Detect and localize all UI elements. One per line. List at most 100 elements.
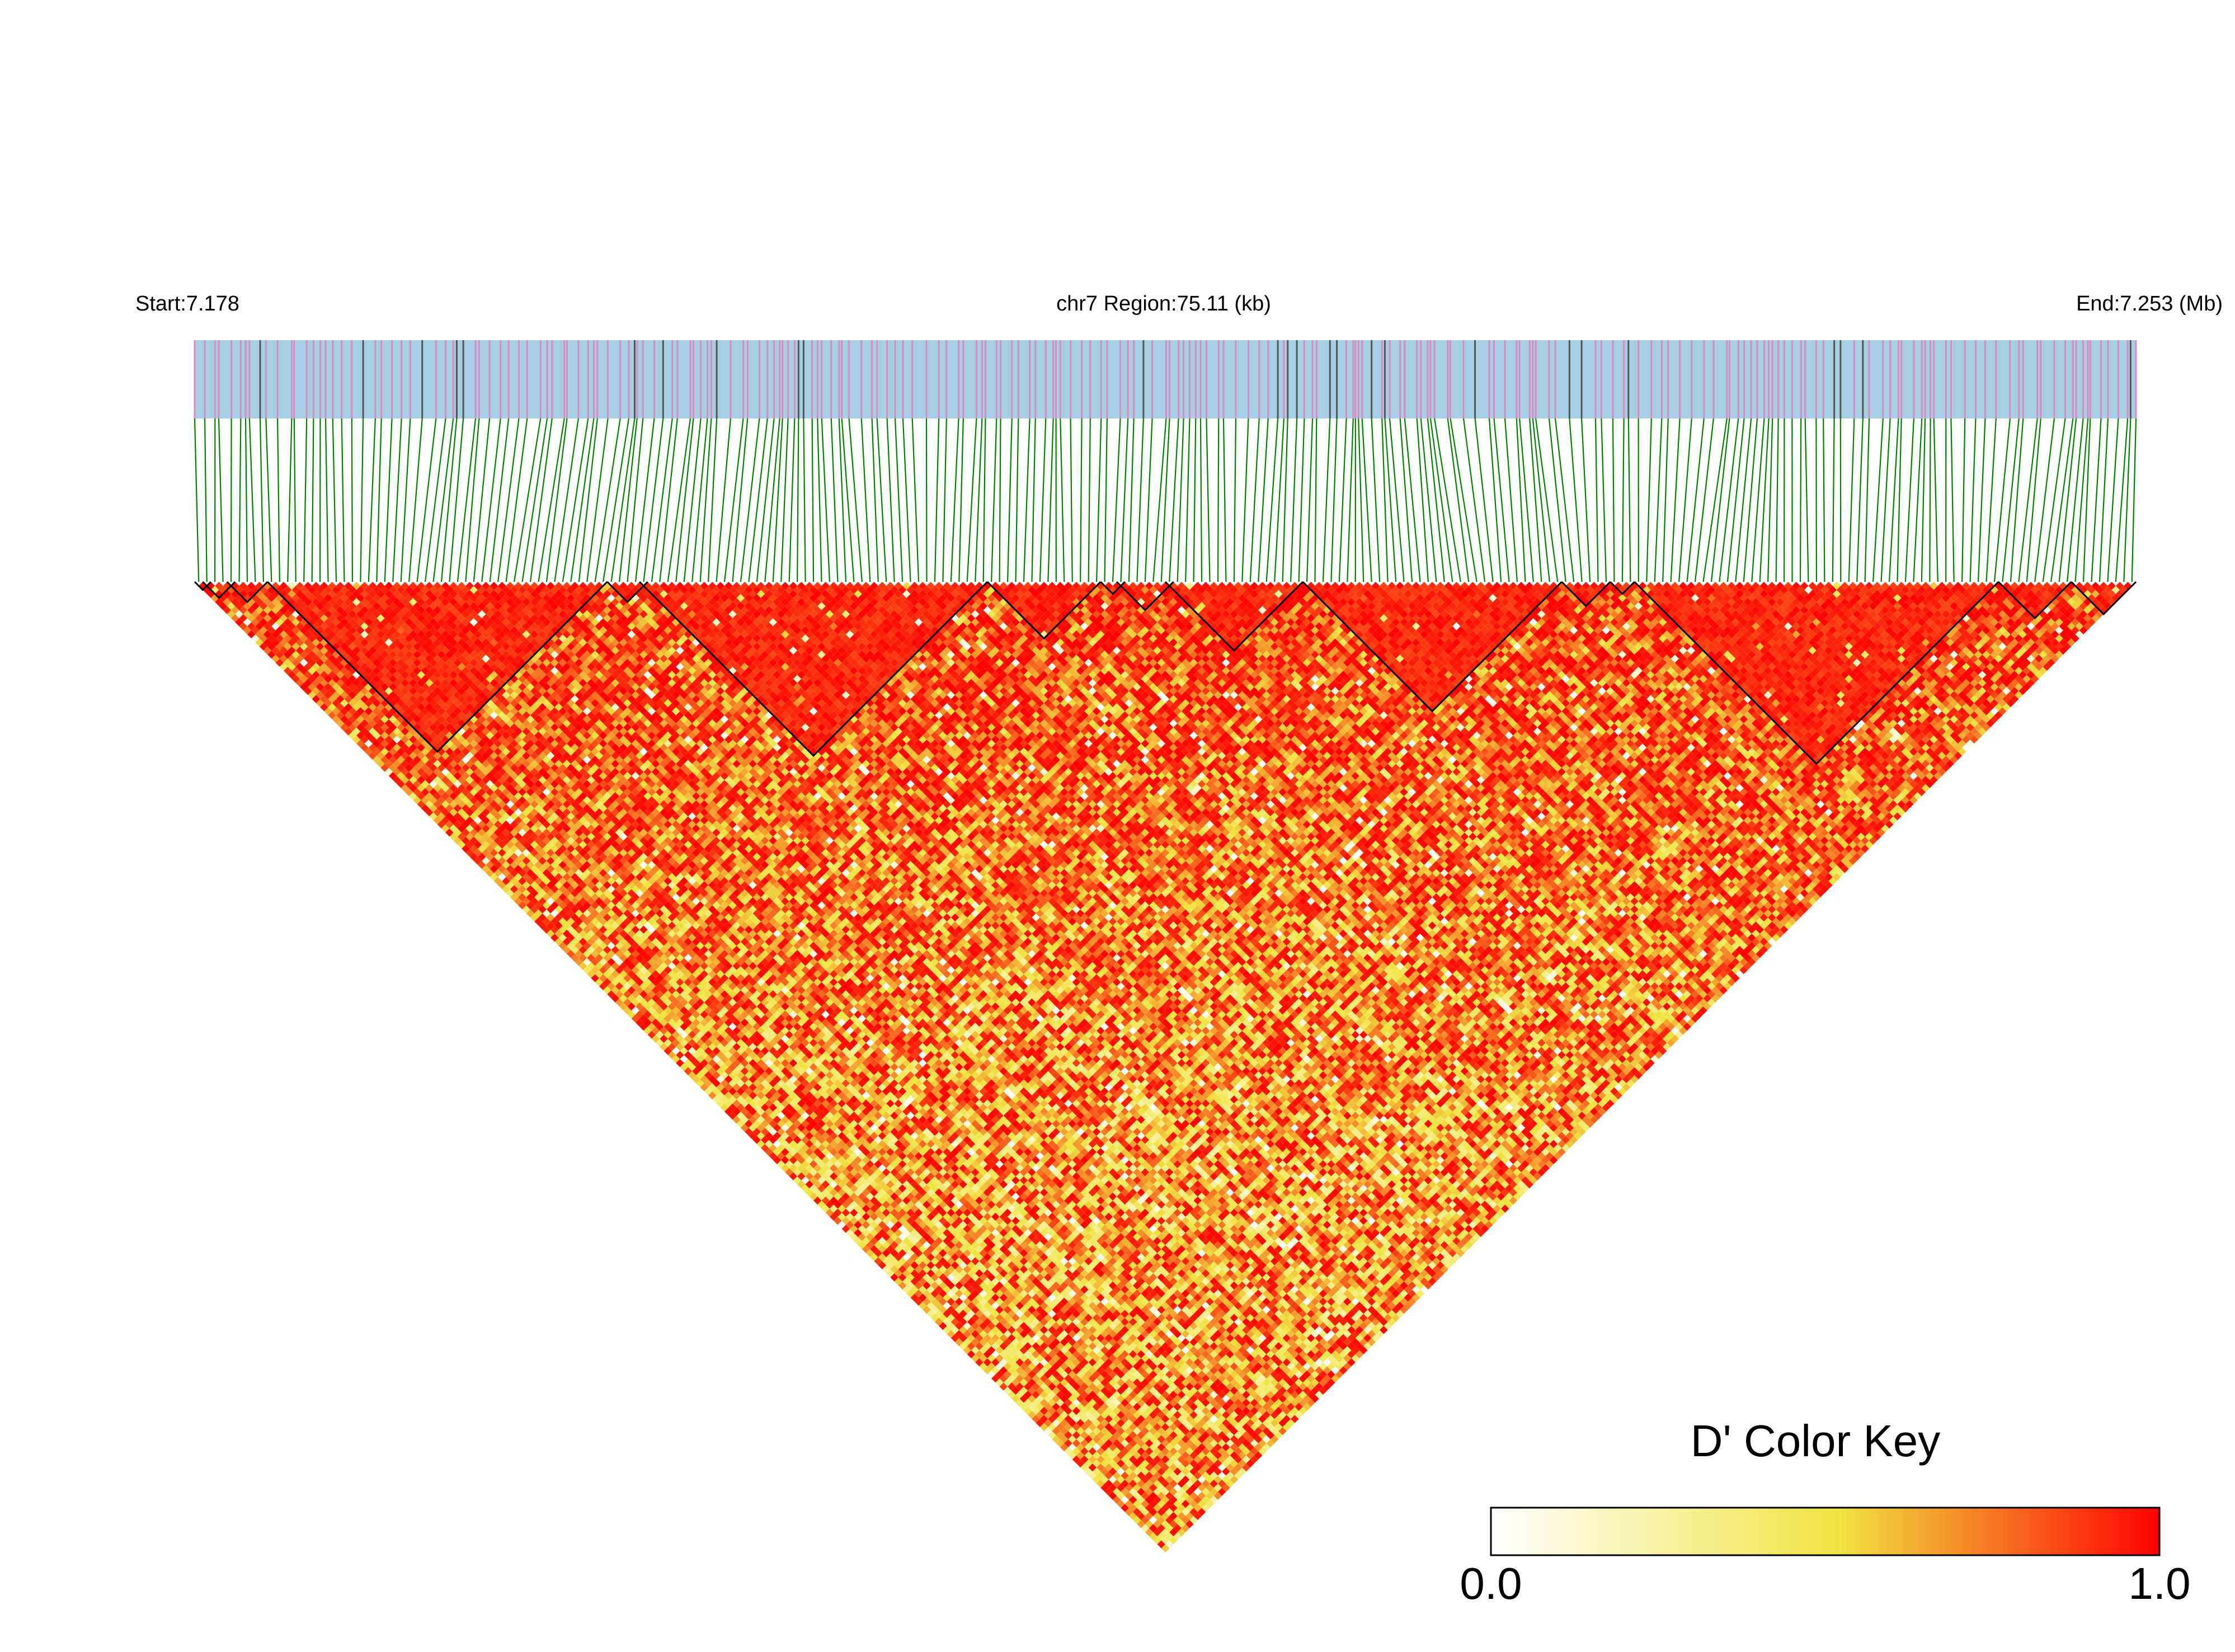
- snp-connector: [877, 418, 887, 582]
- snp-connector: [401, 418, 411, 582]
- snp-connector: [895, 418, 902, 582]
- snp-connector: [984, 418, 986, 582]
- snp-connector: [266, 418, 271, 582]
- snp-connector: [1889, 418, 1898, 582]
- snp-connector: [692, 418, 707, 582]
- snp-connector: [1849, 418, 1855, 582]
- snp-connector: [1000, 418, 1001, 582]
- snp-connector: [1833, 418, 1834, 582]
- snp-connector: [951, 418, 959, 582]
- snp-connector: [482, 418, 500, 582]
- snp-connector: [250, 418, 256, 582]
- snp-connector: [636, 418, 654, 582]
- snp-connector: [1080, 418, 1081, 582]
- snp-connector: [789, 418, 795, 582]
- snp-connector: [2100, 418, 2108, 582]
- snp-connector: [822, 418, 830, 582]
- snp-connector: [1922, 418, 1925, 582]
- snp-connector: [1113, 418, 1121, 582]
- snp-connectors: [195, 418, 2136, 582]
- snp-connector: [862, 418, 870, 582]
- snp-connector: [1224, 418, 1226, 582]
- snp-connector: [1024, 418, 1030, 582]
- snp-connector: [611, 418, 635, 582]
- snp-connector: [1865, 418, 1869, 582]
- snp-connector: [1161, 418, 1170, 582]
- snp-connector: [246, 418, 247, 582]
- snp-connector: [1987, 418, 1996, 582]
- snp-connector: [1153, 418, 1166, 582]
- snp-connector: [1655, 418, 1662, 582]
- snp-connector: [1315, 418, 1316, 582]
- snp-connector: [498, 418, 519, 582]
- snp-connector: [812, 418, 813, 582]
- snp-connector: [1299, 418, 1305, 582]
- snp-connector: [849, 418, 862, 582]
- snp-connector: [1601, 418, 1606, 582]
- snp-connector: [781, 418, 788, 582]
- snp-connector: [304, 418, 307, 582]
- snp-connector: [903, 418, 911, 582]
- snp-connector: [803, 418, 805, 582]
- snp-connector: [1475, 418, 1493, 582]
- snp-connector: [393, 418, 401, 582]
- snp-connector: [1549, 418, 1566, 582]
- snp-connector: [1283, 418, 1288, 582]
- snp-connector: [231, 418, 232, 582]
- snp-connector: [1744, 418, 1757, 582]
- snp-connector: [959, 418, 963, 582]
- snp-connector: [1464, 418, 1485, 582]
- snp-connector: [1671, 418, 1680, 582]
- snp-connector: [1206, 418, 1210, 582]
- snp-connector: [260, 418, 264, 582]
- snp-connector: [2035, 418, 2054, 582]
- snp-connector: [1776, 418, 1778, 582]
- snp-connector: [1905, 418, 1914, 582]
- snp-connector: [1646, 418, 1651, 582]
- snp-connector: [2107, 418, 2118, 582]
- snp-connector: [312, 418, 314, 582]
- snp-connector: [2124, 418, 2130, 582]
- snp-connector: [628, 418, 643, 582]
- ld-cells: [199, 582, 2132, 1552]
- snp-connector: [1201, 418, 1202, 582]
- snp-connector: [1962, 418, 1965, 582]
- snp-connector: [1970, 418, 1976, 582]
- snp-connector: [2027, 418, 2041, 582]
- snp-connector: [1089, 418, 1090, 582]
- snp-connector: [1323, 418, 1330, 582]
- snp-connector: [757, 418, 774, 582]
- snp-connector: [1405, 418, 1420, 582]
- snp-connector: [1016, 418, 1019, 582]
- snp-connector: [619, 418, 637, 582]
- snp-connector: [1873, 418, 1883, 582]
- snp-connector: [967, 418, 977, 582]
- snp-connector: [506, 418, 528, 582]
- snp-connector: [831, 418, 838, 582]
- snp-connector: [741, 418, 760, 582]
- snp-connector: [2132, 418, 2136, 582]
- snp-connector: [2116, 418, 2128, 582]
- snp-connector: [2076, 418, 2088, 582]
- snp-connector: [717, 418, 731, 582]
- snp-connector: [1137, 418, 1144, 582]
- snp-connector: [277, 418, 280, 582]
- snp-connector: [1622, 418, 1624, 582]
- snp-connector: [474, 418, 490, 582]
- snp-connector: [239, 418, 241, 582]
- snp-connector: [1897, 418, 1901, 582]
- snp-connector: [991, 418, 996, 582]
- snp-connector: [1800, 418, 1801, 582]
- snp-connector: [1097, 418, 1101, 582]
- snp-connector: [1448, 418, 1469, 582]
- snp-connector: [1105, 418, 1107, 582]
- snp-connector: [1008, 418, 1012, 582]
- snp-connector: [205, 418, 207, 582]
- snp-connector: [1857, 418, 1863, 582]
- snp-connector: [1048, 418, 1053, 582]
- snp-connector: [547, 418, 567, 582]
- snp-connector: [1816, 418, 1817, 582]
- snp-connector: [935, 418, 939, 582]
- snp-connector: [195, 418, 199, 582]
